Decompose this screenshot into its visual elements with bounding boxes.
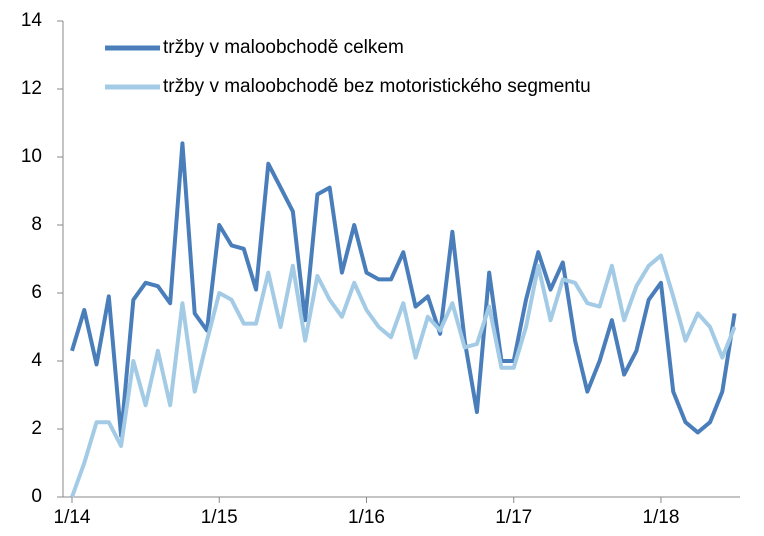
x-tick-label: 1/16 <box>348 507 385 528</box>
y-tick-label: 10 <box>21 146 42 167</box>
y-tick-label: 8 <box>31 214 42 235</box>
x-tick-label: 1/18 <box>642 507 679 528</box>
x-tick-label: 1/17 <box>495 507 532 528</box>
y-tick-label: 6 <box>31 282 42 303</box>
y-tick-label: 0 <box>31 486 42 507</box>
y-tick-label: 12 <box>21 78 42 99</box>
x-tick-label: 1/15 <box>201 507 238 528</box>
legend-label: tržby v maloobchodě celkem <box>163 37 404 58</box>
series-line <box>70 141 737 438</box>
x-tick-label: 1/14 <box>54 507 91 528</box>
series-line <box>70 253 737 498</box>
y-tick-label: 2 <box>31 418 42 439</box>
y-tick-label: 14 <box>21 10 43 31</box>
legend-label: tržby v maloobchodě bez motoristického s… <box>163 76 591 97</box>
y-tick-label: 4 <box>31 350 42 371</box>
